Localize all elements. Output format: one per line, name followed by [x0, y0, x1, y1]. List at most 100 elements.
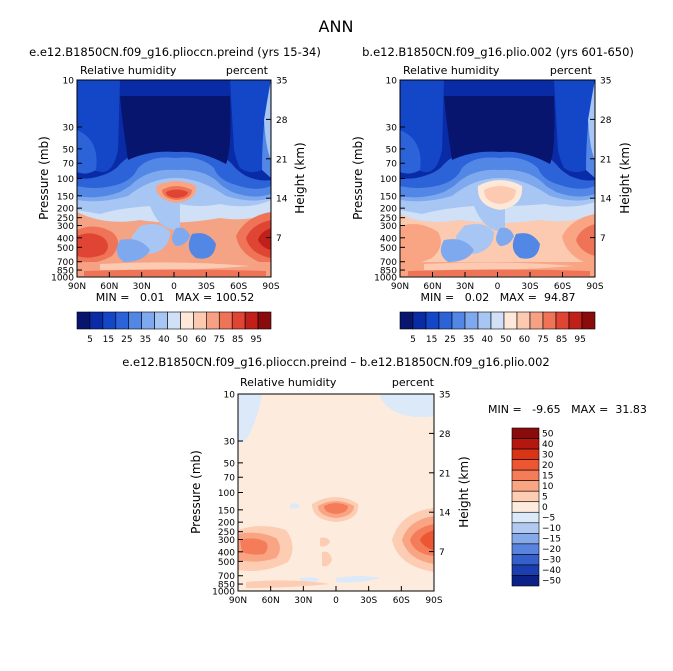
colorbar-swatch: [490, 311, 505, 330]
y2-tick-label: 14: [600, 195, 612, 205]
y2-tick-label: 7: [600, 234, 606, 244]
contour-field: [77, 80, 271, 277]
x-tick-label: 90N: [229, 596, 247, 606]
colorbar-label: 0: [542, 503, 548, 513]
colorbar-label: 40: [158, 335, 170, 345]
x-tick-label: 30N: [456, 282, 474, 292]
y-tick-label: 150: [57, 192, 74, 202]
y-tick-label: 1000: [212, 588, 235, 598]
y-tick-label: 500: [57, 244, 74, 254]
colorbar-swatch: [511, 522, 540, 534]
colorbar-swatch: [128, 311, 142, 330]
y-tick-label: 400: [57, 234, 74, 244]
x-tick-label: 0: [495, 282, 501, 292]
colorbar-swatch: [511, 511, 540, 524]
x-tick-label: 90S: [262, 282, 279, 292]
colorbar-label: 50: [500, 335, 512, 345]
colorbar-label: 50: [542, 429, 554, 439]
colorbar-swatch: [206, 311, 220, 330]
colorbar-swatch: [257, 311, 272, 330]
colorbar-swatch: [464, 311, 479, 330]
colorbar-swatch: [218, 311, 233, 330]
colorbar-label: −15: [542, 535, 561, 545]
colorbar-swatch: [477, 311, 492, 330]
y-tick-label: 100: [380, 175, 397, 185]
colorbar-label: 60: [195, 335, 207, 345]
min-max-label: MIN = 0.02 MAX = 94.87: [421, 291, 576, 304]
y2-tick-label: 21: [276, 155, 287, 165]
y-tick-label: 500: [380, 244, 397, 254]
y2-tick-label: 7: [276, 234, 282, 244]
y2-tick-label: 28: [276, 116, 288, 126]
x-tick-label: 90S: [425, 596, 442, 606]
x-tick-label: 90N: [68, 282, 86, 292]
y2-tick-label: 35: [276, 76, 287, 86]
x-tick-label: 30S: [521, 282, 538, 292]
colorbar-label: 50: [177, 335, 189, 345]
colorbar-label: −5: [542, 514, 555, 524]
colorbar-swatch: [503, 311, 518, 330]
units-label: percent: [226, 64, 269, 77]
x-tick-label: 60N: [262, 596, 280, 606]
colorbar-label: 15: [426, 335, 437, 345]
colorbar-swatch: [511, 501, 540, 513]
colorbar-label: 85: [232, 335, 243, 345]
colorbar-swatch: [399, 311, 414, 330]
panel-difference: e.e12.B1850CN.f09_g16.plioccn.preind – b…: [122, 355, 647, 606]
colorbar-swatch: [167, 311, 181, 330]
y-tick-label: 300: [57, 222, 74, 232]
x-tick-label: 0: [333, 596, 339, 606]
colorbar-label: 35: [140, 335, 151, 345]
y-tick-label: 100: [218, 489, 235, 499]
colorbar-label: 25: [121, 335, 132, 345]
y2-axis-label: Height (km): [618, 142, 632, 213]
y-tick-label: 1000: [51, 274, 74, 284]
y2-tick-label: 21: [600, 155, 611, 165]
colorbar-label: −50: [542, 577, 561, 587]
colorbar-label: 75: [537, 335, 548, 345]
colorbar-swatch: [555, 311, 570, 330]
colorbar-swatch: [102, 311, 117, 330]
y2-tick-label: 35: [600, 76, 611, 86]
x-tick-label: 30N: [294, 596, 312, 606]
y2-tick-label: 7: [439, 548, 445, 558]
x-tick-label: 60S: [230, 282, 247, 292]
colorbar-swatch: [511, 459, 540, 471]
y-tick-label: 850: [57, 267, 74, 277]
colorbar-label: −30: [542, 556, 561, 566]
y-tick-label: 200: [57, 205, 74, 215]
y-tick-label: 200: [218, 519, 235, 529]
colorbar-label: 5: [87, 335, 93, 345]
colorbar-label: 20: [542, 461, 554, 471]
panel-preind: e.e12.B1850CN.f09_g16.plioccn.preind (yr…: [29, 45, 321, 345]
y-tick-label: 200: [380, 205, 397, 215]
y2-tick-label: 14: [439, 509, 451, 519]
colorbar-swatch: [581, 311, 596, 330]
x-tick-label: 90N: [391, 282, 409, 292]
y-tick-label: 70: [63, 160, 75, 170]
y-tick-label: 50: [224, 459, 236, 469]
colorbar-label: 10: [542, 482, 554, 492]
colorbar-swatch: [231, 311, 246, 330]
colorbar-label: 15: [103, 335, 114, 345]
colorbar-label: 40: [482, 335, 494, 345]
panel-title: e.e12.B1850CN.f09_g16.plioccn.preind – b…: [122, 355, 549, 369]
y-tick-label: 700: [57, 258, 74, 268]
panel-title: e.e12.B1850CN.f09_g16.plioccn.preind (yr…: [29, 45, 321, 59]
colorbar-label: 95: [250, 335, 261, 345]
colorbar-swatch: [511, 448, 540, 460]
variable-label: Relative humidity: [240, 376, 337, 389]
y-tick-label: 10: [386, 77, 398, 87]
y-tick-label: 700: [218, 572, 235, 582]
colorbar-swatch: [244, 311, 259, 330]
colorbar-swatch: [511, 490, 540, 503]
colorbar-swatch: [511, 427, 540, 439]
colorbar-swatch: [511, 480, 540, 492]
y2-tick-label: 35: [439, 390, 450, 400]
colorbar-swatch: [529, 311, 544, 330]
main-title: ANN: [319, 17, 354, 36]
colorbar-swatch: [511, 438, 540, 450]
y-tick-label: 30: [63, 123, 75, 133]
panel-title: b.e12.B1850CN.f09_g16.plio.002 (yrs 601-…: [362, 45, 634, 59]
y-axis-label: Pressure (mb): [37, 136, 51, 220]
